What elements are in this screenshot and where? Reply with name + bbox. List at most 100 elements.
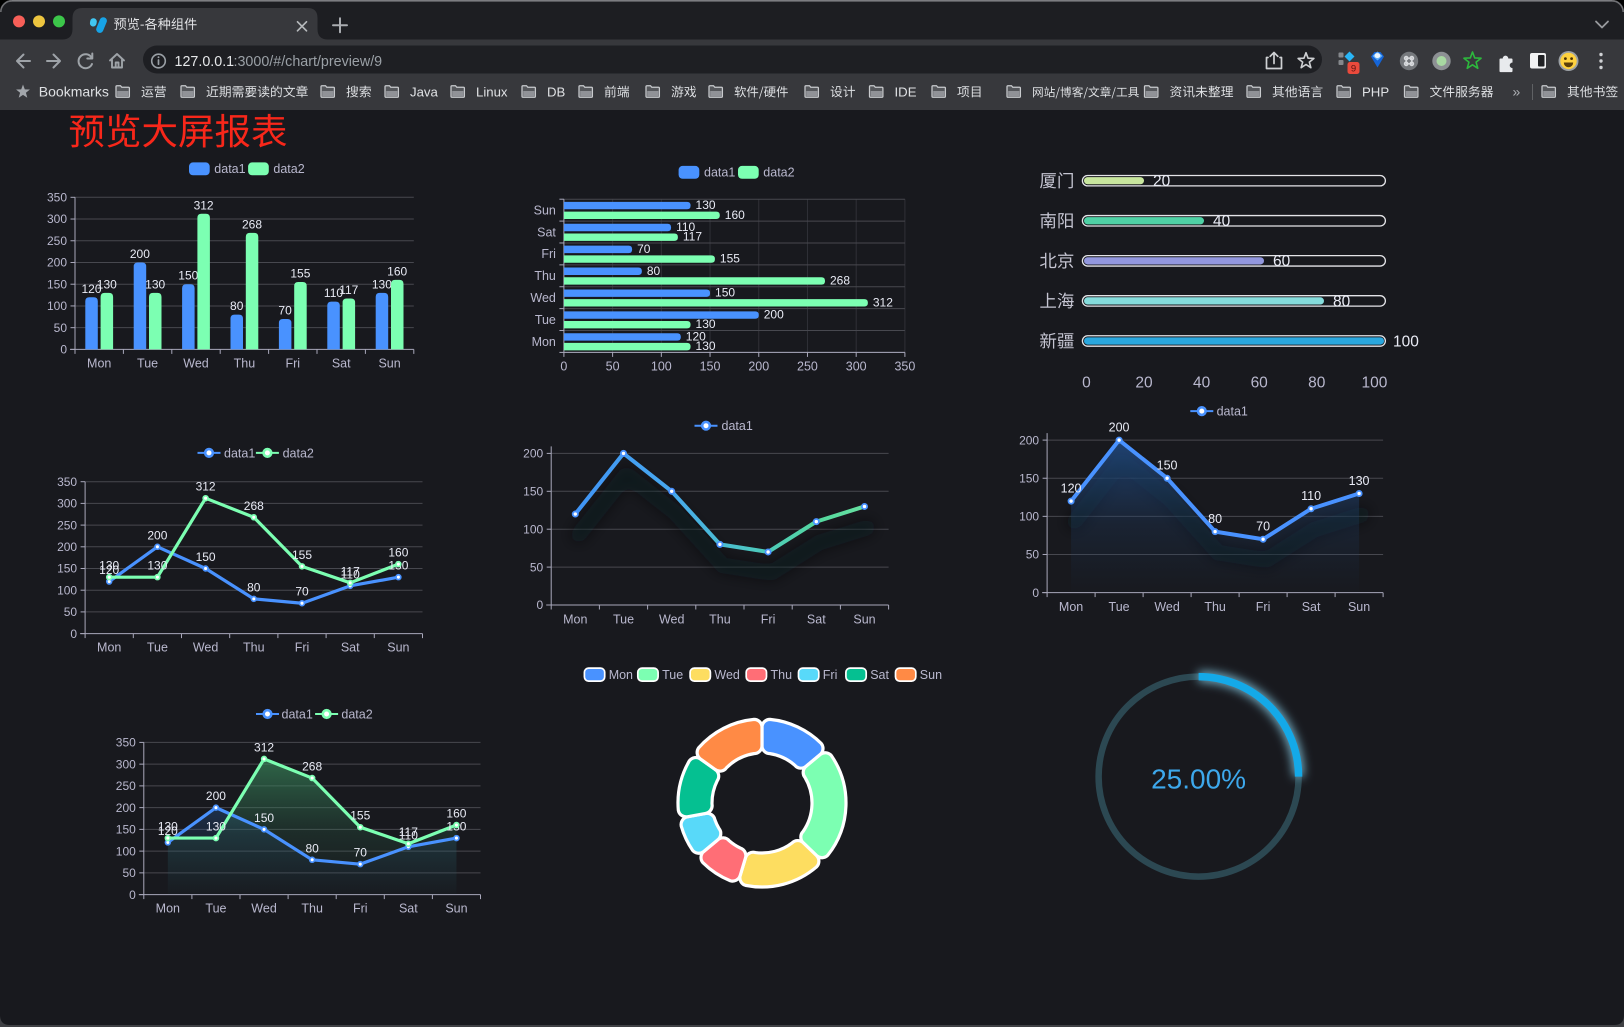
svg-text:80: 80 bbox=[1333, 293, 1351, 310]
svg-text:Sun: Sun bbox=[378, 356, 400, 370]
svg-text:200: 200 bbox=[764, 308, 784, 322]
svg-text:IDE: IDE bbox=[895, 84, 917, 99]
svg-text:Tue: Tue bbox=[147, 641, 168, 655]
svg-text:150: 150 bbox=[178, 269, 198, 283]
svg-text:Wed: Wed bbox=[714, 668, 740, 682]
svg-text:Sat: Sat bbox=[870, 668, 889, 682]
svg-text:0: 0 bbox=[560, 360, 567, 374]
svg-text:150: 150 bbox=[1157, 459, 1178, 473]
svg-text:100: 100 bbox=[651, 360, 672, 374]
svg-text:0: 0 bbox=[537, 598, 544, 612]
svg-text:0: 0 bbox=[129, 888, 136, 902]
svg-text:Fri: Fri bbox=[295, 641, 310, 655]
svg-text:200: 200 bbox=[116, 801, 136, 815]
svg-text:300: 300 bbox=[57, 497, 77, 511]
svg-text:Mon: Mon bbox=[87, 356, 111, 370]
svg-text:250: 250 bbox=[57, 518, 77, 532]
svg-text:130: 130 bbox=[97, 277, 117, 291]
svg-text:Mon: Mon bbox=[563, 612, 587, 626]
svg-text:110: 110 bbox=[676, 220, 695, 234]
svg-text:70: 70 bbox=[354, 846, 368, 860]
svg-text:50: 50 bbox=[606, 360, 620, 374]
svg-text:50: 50 bbox=[64, 605, 78, 619]
svg-text:312: 312 bbox=[194, 198, 214, 212]
svg-text:160: 160 bbox=[725, 208, 745, 222]
svg-text:150: 150 bbox=[47, 277, 67, 291]
svg-text:70: 70 bbox=[1256, 520, 1270, 534]
svg-text:Wed: Wed bbox=[183, 356, 209, 370]
svg-text:300: 300 bbox=[116, 757, 136, 771]
svg-text:130: 130 bbox=[372, 277, 392, 291]
svg-text:Sat: Sat bbox=[1302, 600, 1321, 614]
svg-text:100: 100 bbox=[1019, 510, 1039, 524]
svg-text:268: 268 bbox=[242, 217, 262, 231]
svg-text:300: 300 bbox=[846, 360, 867, 374]
svg-text:120: 120 bbox=[686, 329, 706, 343]
svg-text:60: 60 bbox=[1273, 253, 1291, 270]
svg-text:Tue: Tue bbox=[662, 668, 683, 682]
svg-text:data2: data2 bbox=[273, 162, 304, 176]
svg-text:data2: data2 bbox=[283, 446, 314, 460]
svg-text:0: 0 bbox=[60, 343, 67, 357]
svg-text:Tue: Tue bbox=[1109, 600, 1130, 614]
svg-text:350: 350 bbox=[47, 191, 67, 205]
svg-text:200: 200 bbox=[206, 789, 226, 803]
svg-text:130: 130 bbox=[696, 339, 716, 353]
svg-text:50: 50 bbox=[530, 560, 544, 574]
svg-text:117: 117 bbox=[683, 230, 702, 244]
svg-text:100: 100 bbox=[47, 299, 67, 313]
svg-text:268: 268 bbox=[302, 760, 322, 774]
svg-text:70: 70 bbox=[637, 242, 651, 256]
svg-text:250: 250 bbox=[47, 234, 67, 248]
svg-text:350: 350 bbox=[894, 360, 915, 374]
svg-text:312: 312 bbox=[873, 295, 893, 309]
svg-text:data1: data1 bbox=[704, 166, 735, 180]
svg-text:Sun: Sun bbox=[853, 612, 875, 626]
svg-text:110: 110 bbox=[399, 828, 418, 842]
svg-text:data1: data1 bbox=[224, 446, 255, 460]
svg-text:Wed: Wed bbox=[659, 612, 685, 626]
svg-text:312: 312 bbox=[254, 740, 274, 754]
svg-text:Bookmarks: Bookmarks bbox=[39, 84, 109, 100]
svg-text:130: 130 bbox=[206, 820, 226, 834]
svg-text:50: 50 bbox=[122, 866, 136, 880]
svg-text:200: 200 bbox=[57, 540, 77, 554]
svg-text:Sun: Sun bbox=[920, 668, 942, 682]
svg-text:110: 110 bbox=[1301, 489, 1321, 503]
svg-text:80: 80 bbox=[1208, 512, 1222, 526]
svg-text:130: 130 bbox=[1349, 474, 1370, 488]
svg-text:Mon: Mon bbox=[156, 902, 180, 916]
svg-text:data1: data1 bbox=[214, 162, 245, 176]
svg-text:Wed: Wed bbox=[1154, 600, 1180, 614]
svg-text:110: 110 bbox=[324, 286, 343, 300]
svg-text:Wed: Wed bbox=[530, 291, 556, 305]
svg-text:155: 155 bbox=[720, 252, 740, 266]
svg-text:Mon: Mon bbox=[1059, 600, 1083, 614]
svg-text:0: 0 bbox=[1032, 586, 1039, 600]
svg-text:160: 160 bbox=[388, 546, 408, 560]
svg-text:200: 200 bbox=[1109, 421, 1130, 435]
svg-text:155: 155 bbox=[350, 809, 370, 823]
svg-text:120: 120 bbox=[99, 563, 119, 577]
svg-text:130: 130 bbox=[696, 317, 716, 331]
svg-text:20: 20 bbox=[1135, 375, 1153, 392]
svg-text:250: 250 bbox=[797, 360, 818, 374]
svg-text:Fri: Fri bbox=[541, 247, 556, 261]
svg-text:150: 150 bbox=[57, 562, 77, 576]
svg-text:Sat: Sat bbox=[341, 641, 360, 655]
svg-text:150: 150 bbox=[254, 811, 274, 825]
svg-text:70: 70 bbox=[295, 585, 309, 599]
svg-text:Sun: Sun bbox=[445, 902, 467, 916]
svg-text:150: 150 bbox=[523, 485, 543, 499]
svg-text:Thu: Thu bbox=[771, 668, 793, 682]
svg-text:130: 130 bbox=[158, 820, 178, 834]
svg-text:160: 160 bbox=[446, 807, 466, 821]
svg-text:80: 80 bbox=[247, 580, 261, 594]
svg-text:Tue: Tue bbox=[613, 612, 634, 626]
svg-text:268: 268 bbox=[244, 499, 264, 513]
svg-text:80: 80 bbox=[230, 299, 244, 313]
svg-text:127.0.0.1: 127.0.0.1 bbox=[175, 54, 235, 70]
svg-text:Sat: Sat bbox=[399, 902, 418, 916]
svg-text:100: 100 bbox=[116, 844, 136, 858]
svg-text:Tue: Tue bbox=[535, 313, 556, 327]
